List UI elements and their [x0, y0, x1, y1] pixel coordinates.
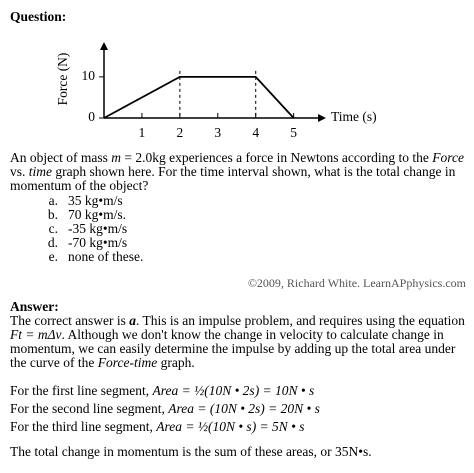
y-axis-arrow: [100, 42, 108, 50]
x-tick-label: 2: [176, 125, 183, 140]
heading: Answer:: [10, 299, 59, 314]
text: Force-time: [97, 355, 158, 370]
option: a. 35 kg•m/s: [10, 194, 466, 208]
option-letter: e.: [48, 249, 58, 264]
x-axis-arrow: [318, 114, 326, 122]
chart: Time (s) Force (N) 1 2 3 4 5 0 10: [55, 42, 377, 140]
segment-label: For the first line segment,: [10, 383, 153, 398]
text: time: [28, 164, 53, 179]
option-text: 35 kg•m/s: [68, 193, 123, 208]
text: . This is an impulse problem, and requir…: [135, 313, 465, 328]
x-tick-label: 5: [290, 125, 297, 140]
segment-math: Area = ½(10N • 2s) = 10N • s: [152, 383, 315, 398]
text: The correct answer is: [10, 313, 130, 328]
segment-math: Area = ½(10N • s) = 5N • s: [156, 419, 305, 434]
y-axis-label: Force (N): [55, 53, 70, 106]
option-letter: c.: [48, 221, 58, 236]
text: An object of mass: [10, 150, 112, 165]
option: d. -70 kg•m/s: [10, 236, 466, 250]
segment: For the third line segment, Area = ½(10N…: [10, 418, 466, 436]
text: Force: [432, 150, 464, 165]
text: . Although we don't know the change in v…: [10, 327, 456, 370]
heading: Question:: [10, 9, 67, 24]
data-line: [103, 75, 295, 119]
option: c. -35 kg•m/s: [10, 222, 466, 236]
segment: For the first line segment, Area = ½(10N…: [10, 382, 466, 400]
answer-heading: Answer:: [10, 300, 466, 314]
text: vs.: [10, 164, 29, 179]
y-tick-label: 0: [88, 109, 95, 124]
x-axis-label: Time (s): [331, 109, 377, 124]
segment-label: For the third line segment,: [10, 419, 157, 434]
option-text: -35 kg•m/s: [68, 221, 128, 236]
option-letter: a.: [48, 193, 58, 208]
text: m: [111, 150, 121, 165]
option-text: 70 kg•m/s.: [68, 207, 126, 222]
options: a. 35 kg•m/s b. 70 kg•m/s. c. -35 kg•m/s d. -70…: [10, 194, 466, 264]
text: a: [129, 313, 136, 328]
answer-text: The correct answer is a. This is an impu…: [10, 314, 466, 370]
segments: For the first line segment, Area = ½(10N…: [10, 382, 466, 436]
segment-label: For the second line segment,: [10, 401, 169, 416]
option: e. none of these.: [10, 250, 466, 264]
y-tick-label: 10: [82, 68, 96, 83]
x-tick-label: 4: [252, 125, 259, 140]
option-letter: b.: [47, 207, 58, 222]
math: Ft = mΔv: [10, 327, 62, 342]
segment-math: Area = (10N • 2s) = 20N • s: [168, 401, 320, 416]
segment: For the second line segment, Area = (10N…: [10, 400, 466, 418]
text: graph.: [157, 355, 195, 370]
question-text: An object of mass m = 2.0kg experiences …: [10, 151, 466, 193]
text: graph shown here. For the time interval …: [10, 164, 456, 193]
option: b. 70 kg•m/s.: [10, 208, 466, 222]
option-text: -70 kg•m/s: [68, 235, 128, 250]
x-tick-label: 1: [139, 125, 146, 140]
option-letter: d.: [47, 235, 58, 250]
question-heading: Question:: [10, 10, 466, 24]
x-tick-label: 3: [214, 125, 221, 140]
conclusion: The total change in momentum is the sum …: [10, 444, 372, 459]
text: = 2.0kg experiences a force in Newtons a…: [120, 150, 433, 165]
option-text: none of these.: [68, 249, 144, 264]
copyright: ©2009, Richard White. LearnAPphysics.com: [247, 276, 466, 290]
